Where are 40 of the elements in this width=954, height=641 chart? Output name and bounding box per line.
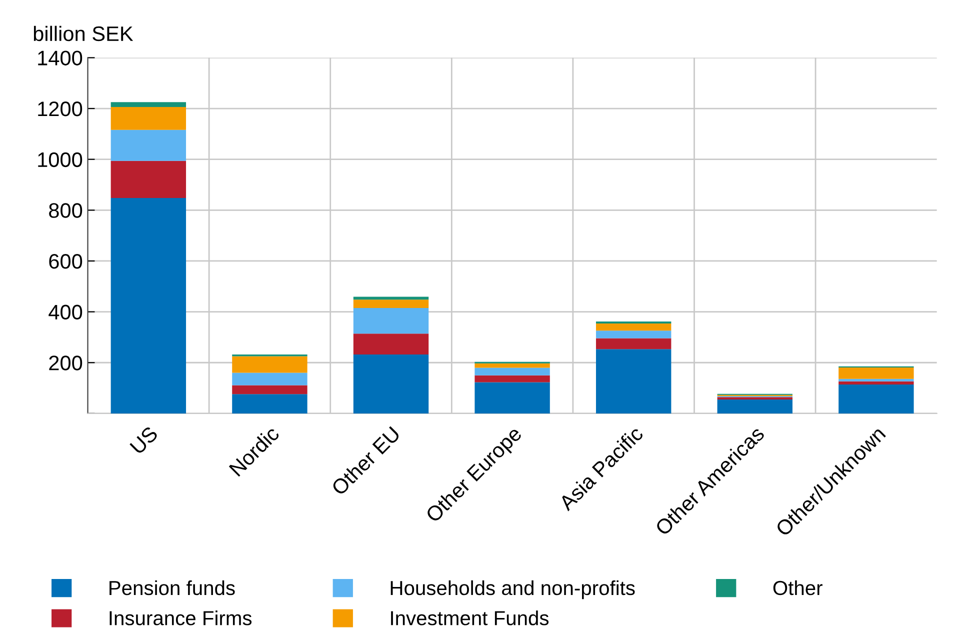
y-tick-label: 200 xyxy=(49,356,82,370)
y-tick-label: 400 xyxy=(48,304,82,320)
x-tick-label: US xyxy=(129,426,159,455)
bar xyxy=(353,308,429,334)
bar xyxy=(110,130,186,161)
y-tick-label: 600 xyxy=(49,254,82,269)
bar xyxy=(838,367,914,379)
y-tick-label: 1200 xyxy=(38,102,82,116)
bar xyxy=(110,160,186,198)
bar xyxy=(110,198,186,414)
legend-label: Investment Funds xyxy=(391,610,549,626)
bar xyxy=(232,394,308,414)
legend-label: Insurance Firms xyxy=(110,610,252,626)
bar xyxy=(353,300,429,308)
legend-label: Pension funds xyxy=(110,580,235,596)
bar xyxy=(353,334,429,354)
bar xyxy=(474,368,550,376)
y-axis-title: billion SEK xyxy=(34,26,134,42)
bar xyxy=(596,349,672,414)
bar xyxy=(353,354,429,414)
bar xyxy=(474,363,550,368)
y-tick-label: 1400 xyxy=(38,50,82,66)
bar xyxy=(474,375,550,382)
bar xyxy=(232,385,308,394)
legend-label: Other xyxy=(773,580,822,596)
y-tick-label: 800 xyxy=(49,203,82,218)
bar xyxy=(596,323,672,331)
bar xyxy=(838,381,914,384)
bar xyxy=(596,330,672,338)
legend-label: Households and non-profits xyxy=(390,580,635,600)
bar xyxy=(838,384,914,414)
bar xyxy=(232,356,308,373)
bar xyxy=(232,372,308,386)
bar xyxy=(110,106,186,130)
bar xyxy=(596,338,672,350)
bar xyxy=(474,382,550,414)
bar xyxy=(717,399,792,414)
y-tick-label: 1000 xyxy=(38,152,82,168)
bar xyxy=(838,378,914,382)
bar xyxy=(110,102,186,107)
